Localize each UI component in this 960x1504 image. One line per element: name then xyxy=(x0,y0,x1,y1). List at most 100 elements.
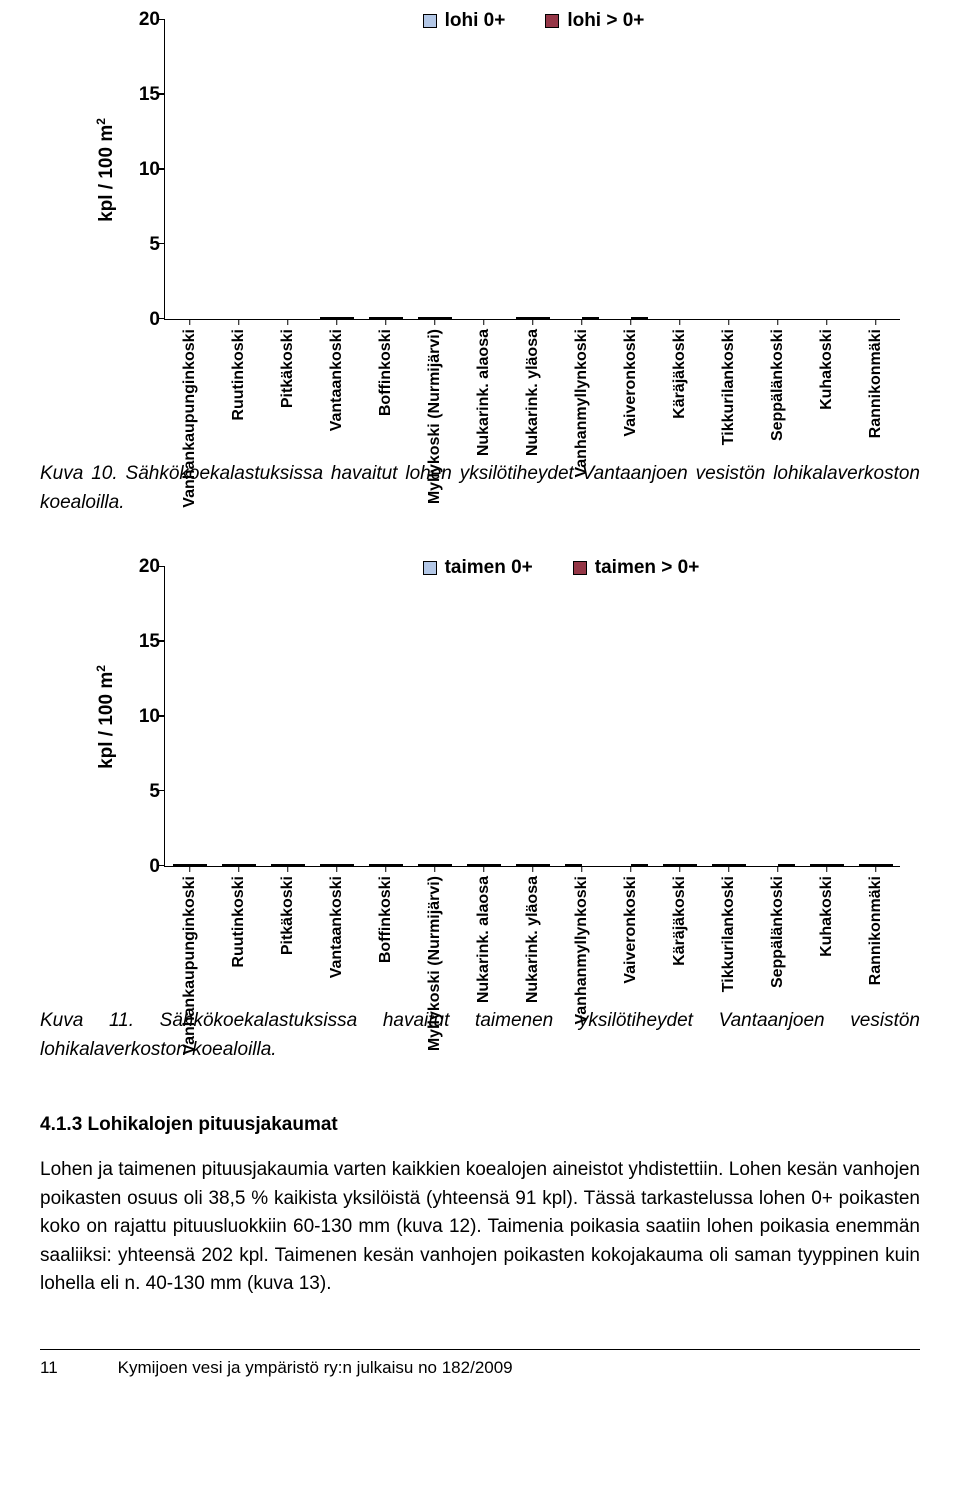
category-slot: Vantaankoski xyxy=(312,567,361,866)
body-paragraph: Lohen ja taimenen pituusjakaumia varten … xyxy=(40,1156,920,1299)
bar xyxy=(369,317,386,319)
bar xyxy=(876,864,893,866)
x-tick-mark xyxy=(777,319,779,325)
y-tick-label: 15 xyxy=(130,631,160,653)
bar xyxy=(386,864,403,866)
bar xyxy=(386,317,403,319)
chart1-y-label: kpl / 100 m2 xyxy=(94,118,118,222)
category-slot: Nukarink. alaosa xyxy=(459,20,508,319)
x-category-label: Nukarink. alaosa xyxy=(475,329,493,456)
category-slot: Kuhakoski xyxy=(802,567,851,866)
category-slot: Käräjäkoski xyxy=(655,567,704,866)
caption-kuva11: Kuva 11. Sähkökoekalastuksissa havaitut … xyxy=(40,1007,920,1064)
y-tick-mark xyxy=(159,715,165,717)
chart-taimen: taimen 0+taimen > 0+ kpl / 100 m2 051015… xyxy=(40,567,920,867)
category-slot: Käräjäkoski xyxy=(655,20,704,319)
category-slot: Nukarink. yläosa xyxy=(508,567,557,866)
bar xyxy=(631,317,648,319)
bar xyxy=(810,864,827,866)
x-tick-mark xyxy=(777,866,779,872)
y-tick-mark xyxy=(159,566,165,568)
x-category-label: Vantaankoski xyxy=(328,329,346,431)
y-tick-label: 5 xyxy=(130,234,160,256)
bar xyxy=(418,864,435,866)
category-slot: Ruutinkoski xyxy=(214,20,263,319)
bar xyxy=(484,864,501,866)
x-category-label: Tikkurilankoski xyxy=(720,329,738,445)
category-slot: Vanhanmyllynkoski xyxy=(557,20,606,319)
caption-kuva10: Kuva 10. Sähkökoekalastuksissa havaitut … xyxy=(40,460,920,517)
bar xyxy=(516,864,533,866)
x-category-label: Kuhakoski xyxy=(818,876,836,957)
chart2-y-label: kpl / 100 m2 xyxy=(94,665,118,769)
page-number: 11 xyxy=(40,1358,58,1378)
x-tick-mark xyxy=(238,866,240,872)
chart1-area: lohi 0+lohi > 0+ kpl / 100 m2 05101520 V… xyxy=(130,20,900,320)
category-slot: Seppälänkoski xyxy=(753,20,802,319)
bar xyxy=(516,317,533,319)
x-tick-mark xyxy=(483,319,485,325)
category-slot: Boffinkoski xyxy=(361,567,410,866)
x-tick-mark xyxy=(336,866,338,872)
x-category-label: Boffinkoski xyxy=(377,876,395,963)
footer-text: Kymijoen vesi ja ympäristö ry:n julkaisu… xyxy=(118,1358,513,1378)
x-tick-mark xyxy=(630,866,632,872)
category-slot: Vanhanmyllynkoski xyxy=(557,567,606,866)
y-tick-label: 15 xyxy=(130,84,160,106)
y-tick-label: 10 xyxy=(130,706,160,728)
chart-lohi: lohi 0+lohi > 0+ kpl / 100 m2 05101520 V… xyxy=(40,20,920,320)
bar xyxy=(369,864,386,866)
bar xyxy=(190,864,207,866)
x-category-label: Myllykoski (Nurmijärvi) xyxy=(426,876,444,1051)
bar xyxy=(320,864,337,866)
x-tick-mark xyxy=(581,866,583,872)
x-category-label: Seppälänkoski xyxy=(769,329,787,441)
bar xyxy=(239,864,256,866)
category-slot: Pitkäkoski xyxy=(263,20,312,319)
x-tick-mark xyxy=(385,319,387,325)
x-tick-mark xyxy=(875,319,877,325)
bar xyxy=(173,864,190,866)
category-slot: Boffinkoski xyxy=(361,20,410,319)
category-slot: Vanhankaupunginkoski xyxy=(165,567,214,866)
x-tick-mark xyxy=(483,866,485,872)
bar xyxy=(271,864,288,866)
chart2-area: taimen 0+taimen > 0+ kpl / 100 m2 051015… xyxy=(130,567,900,867)
bar xyxy=(582,317,599,319)
bar xyxy=(533,864,550,866)
bar xyxy=(418,317,435,319)
category-slot: Seppälänkoski xyxy=(753,567,802,866)
category-slot: Tikkurilankoski xyxy=(704,20,753,319)
bar xyxy=(435,317,452,319)
x-tick-mark xyxy=(189,319,191,325)
x-tick-mark xyxy=(336,319,338,325)
x-category-label: Vaiveronkoski xyxy=(622,876,640,984)
x-category-label: Pitkäkoski xyxy=(279,329,297,408)
category-slot: Rannikonmäki xyxy=(851,20,900,319)
y-tick-label: 0 xyxy=(130,309,160,331)
bar xyxy=(288,864,305,866)
x-category-label: Nukarink. alaosa xyxy=(475,876,493,1003)
bar xyxy=(222,864,239,866)
y-tick-mark xyxy=(159,640,165,642)
category-slot: Vanhankaupunginkoski xyxy=(165,20,214,319)
bar xyxy=(533,317,550,319)
y-tick-mark xyxy=(159,93,165,95)
bar xyxy=(663,864,680,866)
x-category-label: Vaiveronkoski xyxy=(622,329,640,437)
x-category-label: Rannikonmäki xyxy=(867,876,885,985)
x-category-label: Nukarink. yläosa xyxy=(524,876,542,1003)
x-category-label: Vantaankoski xyxy=(328,876,346,978)
x-category-label: Vanhankaupunginkoski xyxy=(181,329,199,508)
x-category-label: Vanhankaupunginkoski xyxy=(181,876,199,1055)
x-category-label: Ruutinkoski xyxy=(230,329,248,421)
x-category-label: Käräjäkoski xyxy=(671,329,689,419)
x-tick-mark xyxy=(826,319,828,325)
x-category-label: Boffinkoski xyxy=(377,329,395,416)
category-slot: Myllykoski (Nurmijärvi) xyxy=(410,20,459,319)
x-category-label: Myllykoski (Nurmijärvi) xyxy=(426,329,444,504)
bar xyxy=(337,317,354,319)
bar xyxy=(565,864,582,866)
x-tick-mark xyxy=(532,319,534,325)
y-tick-mark xyxy=(159,865,165,867)
